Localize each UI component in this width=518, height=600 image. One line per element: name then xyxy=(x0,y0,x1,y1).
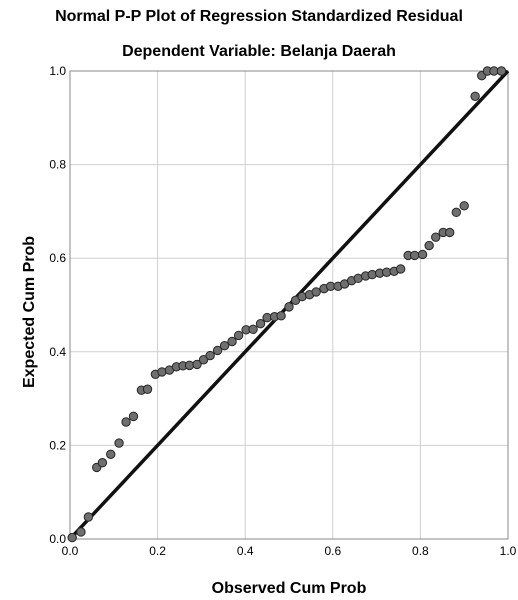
data-point xyxy=(106,449,116,459)
data-point xyxy=(67,532,77,543)
x-tick-label: 0.0 xyxy=(62,544,79,558)
data-point xyxy=(284,302,294,312)
data-point xyxy=(395,264,406,274)
data-point xyxy=(417,249,428,260)
data-point xyxy=(445,227,455,238)
y-tick-label: 0.0 xyxy=(49,532,66,546)
data-point xyxy=(496,66,507,76)
data-point xyxy=(76,527,86,537)
x-tick-label: 1.0 xyxy=(500,544,517,558)
data-point xyxy=(311,287,321,297)
data-point xyxy=(142,384,153,394)
data-points xyxy=(67,66,507,543)
data-point xyxy=(128,411,139,422)
y-tick-label: 0.6 xyxy=(49,251,66,265)
y-axis-label: Expected Cum Prob xyxy=(21,235,38,389)
data-point xyxy=(114,438,124,448)
data-point xyxy=(424,240,434,251)
data-point xyxy=(431,232,441,242)
y-tick-label: 0.8 xyxy=(49,158,66,172)
data-point xyxy=(410,250,420,261)
data-point xyxy=(233,330,244,341)
data-point xyxy=(212,345,223,356)
y-tick-label: 1.0 xyxy=(49,64,66,78)
data-point xyxy=(459,201,469,211)
data-point xyxy=(219,341,230,351)
x-tick-label: 0.4 xyxy=(237,544,254,558)
chart-title: Normal P-P Plot of Regression Standardiz… xyxy=(55,8,463,25)
x-tick-label: 0.8 xyxy=(412,544,429,558)
data-point xyxy=(192,359,202,370)
data-point xyxy=(255,319,266,329)
data-point xyxy=(470,91,480,101)
data-point xyxy=(198,355,209,365)
tick-labels: 0.00.0 0.2 0.2 0.4 0.4 0.6 0.6 0.8 0.8 1.0 1.0 xyxy=(49,64,516,558)
data-point xyxy=(121,417,131,427)
data-point xyxy=(97,458,108,468)
x-axis-label: Observed Cum Prob xyxy=(211,580,367,597)
data-point xyxy=(205,350,215,361)
y-tick-label: 0.4 xyxy=(49,345,66,359)
x-tick-label: 0.6 xyxy=(324,544,341,558)
data-point xyxy=(367,269,377,280)
data-point xyxy=(451,207,462,218)
data-point xyxy=(83,512,94,522)
plot-frame xyxy=(69,70,509,540)
chart-subtitle: Dependent Variable: Belanja Daerah xyxy=(122,43,396,60)
data-point xyxy=(276,311,286,321)
data-point xyxy=(227,336,237,347)
y-tick-label: 0.2 xyxy=(49,438,66,452)
data-point xyxy=(248,324,258,335)
x-tick-label: 0.2 xyxy=(149,544,166,558)
